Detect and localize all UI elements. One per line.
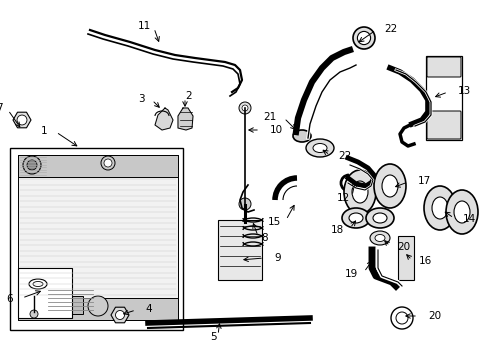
Circle shape [239,102,250,114]
Ellipse shape [341,208,369,228]
Ellipse shape [348,213,362,223]
Text: 21: 21 [263,112,276,122]
Text: 20: 20 [396,242,409,252]
Ellipse shape [445,190,477,234]
Text: 6: 6 [6,294,13,304]
Ellipse shape [305,139,333,157]
Bar [18,298,178,320]
Text: 19: 19 [344,269,357,279]
Text: 1: 1 [41,126,48,136]
Bar [397,236,413,280]
Circle shape [357,31,370,45]
Text: 11: 11 [137,21,150,31]
Bar [425,56,461,140]
Ellipse shape [372,213,386,223]
Bar [218,220,262,280]
Text: 22: 22 [338,151,351,161]
Circle shape [27,160,37,170]
Text: 5: 5 [210,332,216,342]
Circle shape [23,156,41,174]
Circle shape [17,115,27,125]
Ellipse shape [343,170,375,214]
Circle shape [101,156,115,170]
Circle shape [104,159,112,167]
Bar [18,155,178,320]
Circle shape [88,296,108,316]
Text: 16: 16 [418,256,431,266]
Text: 12: 12 [336,193,349,203]
Ellipse shape [381,175,397,197]
Circle shape [30,310,38,318]
Ellipse shape [374,234,384,242]
Circle shape [239,198,250,210]
Ellipse shape [431,197,447,219]
Text: 22: 22 [384,24,397,34]
Ellipse shape [373,164,405,208]
Text: 2: 2 [184,91,191,101]
Ellipse shape [351,181,367,203]
Text: 18: 18 [330,225,343,235]
Text: 8: 8 [261,233,267,243]
Ellipse shape [365,208,393,228]
Ellipse shape [292,130,310,142]
Bar [43,296,83,314]
Text: 14: 14 [461,214,475,224]
Ellipse shape [453,201,469,223]
Text: 9: 9 [273,253,280,263]
Bar [10,148,183,330]
Text: 7: 7 [0,103,2,113]
Text: 3: 3 [138,94,144,104]
Polygon shape [155,108,173,130]
Ellipse shape [423,186,455,230]
Polygon shape [178,108,193,130]
Text: 10: 10 [269,125,283,135]
Bar [18,268,72,318]
Text: 20: 20 [427,311,440,321]
Text: 13: 13 [456,86,469,96]
Text: 15: 15 [267,217,281,227]
Ellipse shape [369,231,389,245]
Circle shape [352,27,374,49]
Circle shape [242,105,247,111]
Circle shape [115,310,124,320]
Bar [18,155,178,177]
FancyBboxPatch shape [426,111,460,139]
Text: 17: 17 [417,176,430,186]
Ellipse shape [312,144,326,153]
FancyBboxPatch shape [426,57,460,77]
Text: 4: 4 [145,305,152,314]
